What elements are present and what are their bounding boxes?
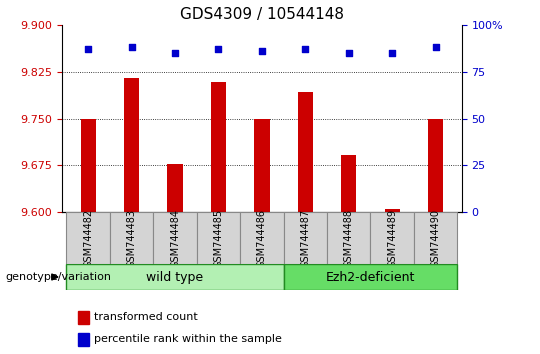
- Bar: [284, 264, 457, 290]
- Bar: [78, 333, 89, 346]
- Bar: [66, 264, 284, 290]
- Point: [431, 45, 440, 50]
- Point: [258, 48, 266, 54]
- Bar: [414, 212, 457, 264]
- Text: genotype/variation: genotype/variation: [5, 272, 111, 282]
- Text: GSM744486: GSM744486: [257, 209, 267, 268]
- Bar: [370, 212, 414, 264]
- Point: [84, 46, 92, 52]
- Text: wild type: wild type: [146, 270, 204, 284]
- Text: GSM744488: GSM744488: [344, 209, 354, 268]
- Point: [301, 46, 309, 52]
- Bar: [167, 164, 183, 212]
- Text: GSM744489: GSM744489: [387, 209, 397, 268]
- Text: transformed count: transformed count: [94, 312, 198, 322]
- Text: Ezh2-deficient: Ezh2-deficient: [326, 270, 415, 284]
- Bar: [327, 212, 370, 264]
- Bar: [384, 209, 400, 212]
- Title: GDS4309 / 10544148: GDS4309 / 10544148: [180, 7, 344, 22]
- Text: GSM744484: GSM744484: [170, 209, 180, 268]
- Bar: [341, 155, 356, 212]
- Point: [171, 50, 179, 56]
- Bar: [211, 82, 226, 212]
- Point: [214, 46, 223, 52]
- Bar: [240, 212, 284, 264]
- Point: [388, 50, 396, 56]
- Bar: [254, 119, 269, 212]
- Bar: [80, 119, 96, 212]
- Bar: [197, 212, 240, 264]
- Text: GSM744482: GSM744482: [83, 209, 93, 268]
- Bar: [110, 212, 153, 264]
- Bar: [66, 212, 110, 264]
- Text: percentile rank within the sample: percentile rank within the sample: [94, 335, 282, 344]
- Bar: [284, 212, 327, 264]
- Bar: [78, 311, 89, 324]
- Bar: [153, 212, 197, 264]
- Bar: [124, 78, 139, 212]
- Text: GSM744490: GSM744490: [430, 209, 441, 268]
- Point: [345, 50, 353, 56]
- Bar: [298, 92, 313, 212]
- Text: GSM744487: GSM744487: [300, 209, 310, 268]
- Text: GSM744485: GSM744485: [213, 209, 224, 268]
- Bar: [428, 119, 443, 212]
- Text: GSM744483: GSM744483: [126, 209, 137, 268]
- Point: [127, 45, 136, 50]
